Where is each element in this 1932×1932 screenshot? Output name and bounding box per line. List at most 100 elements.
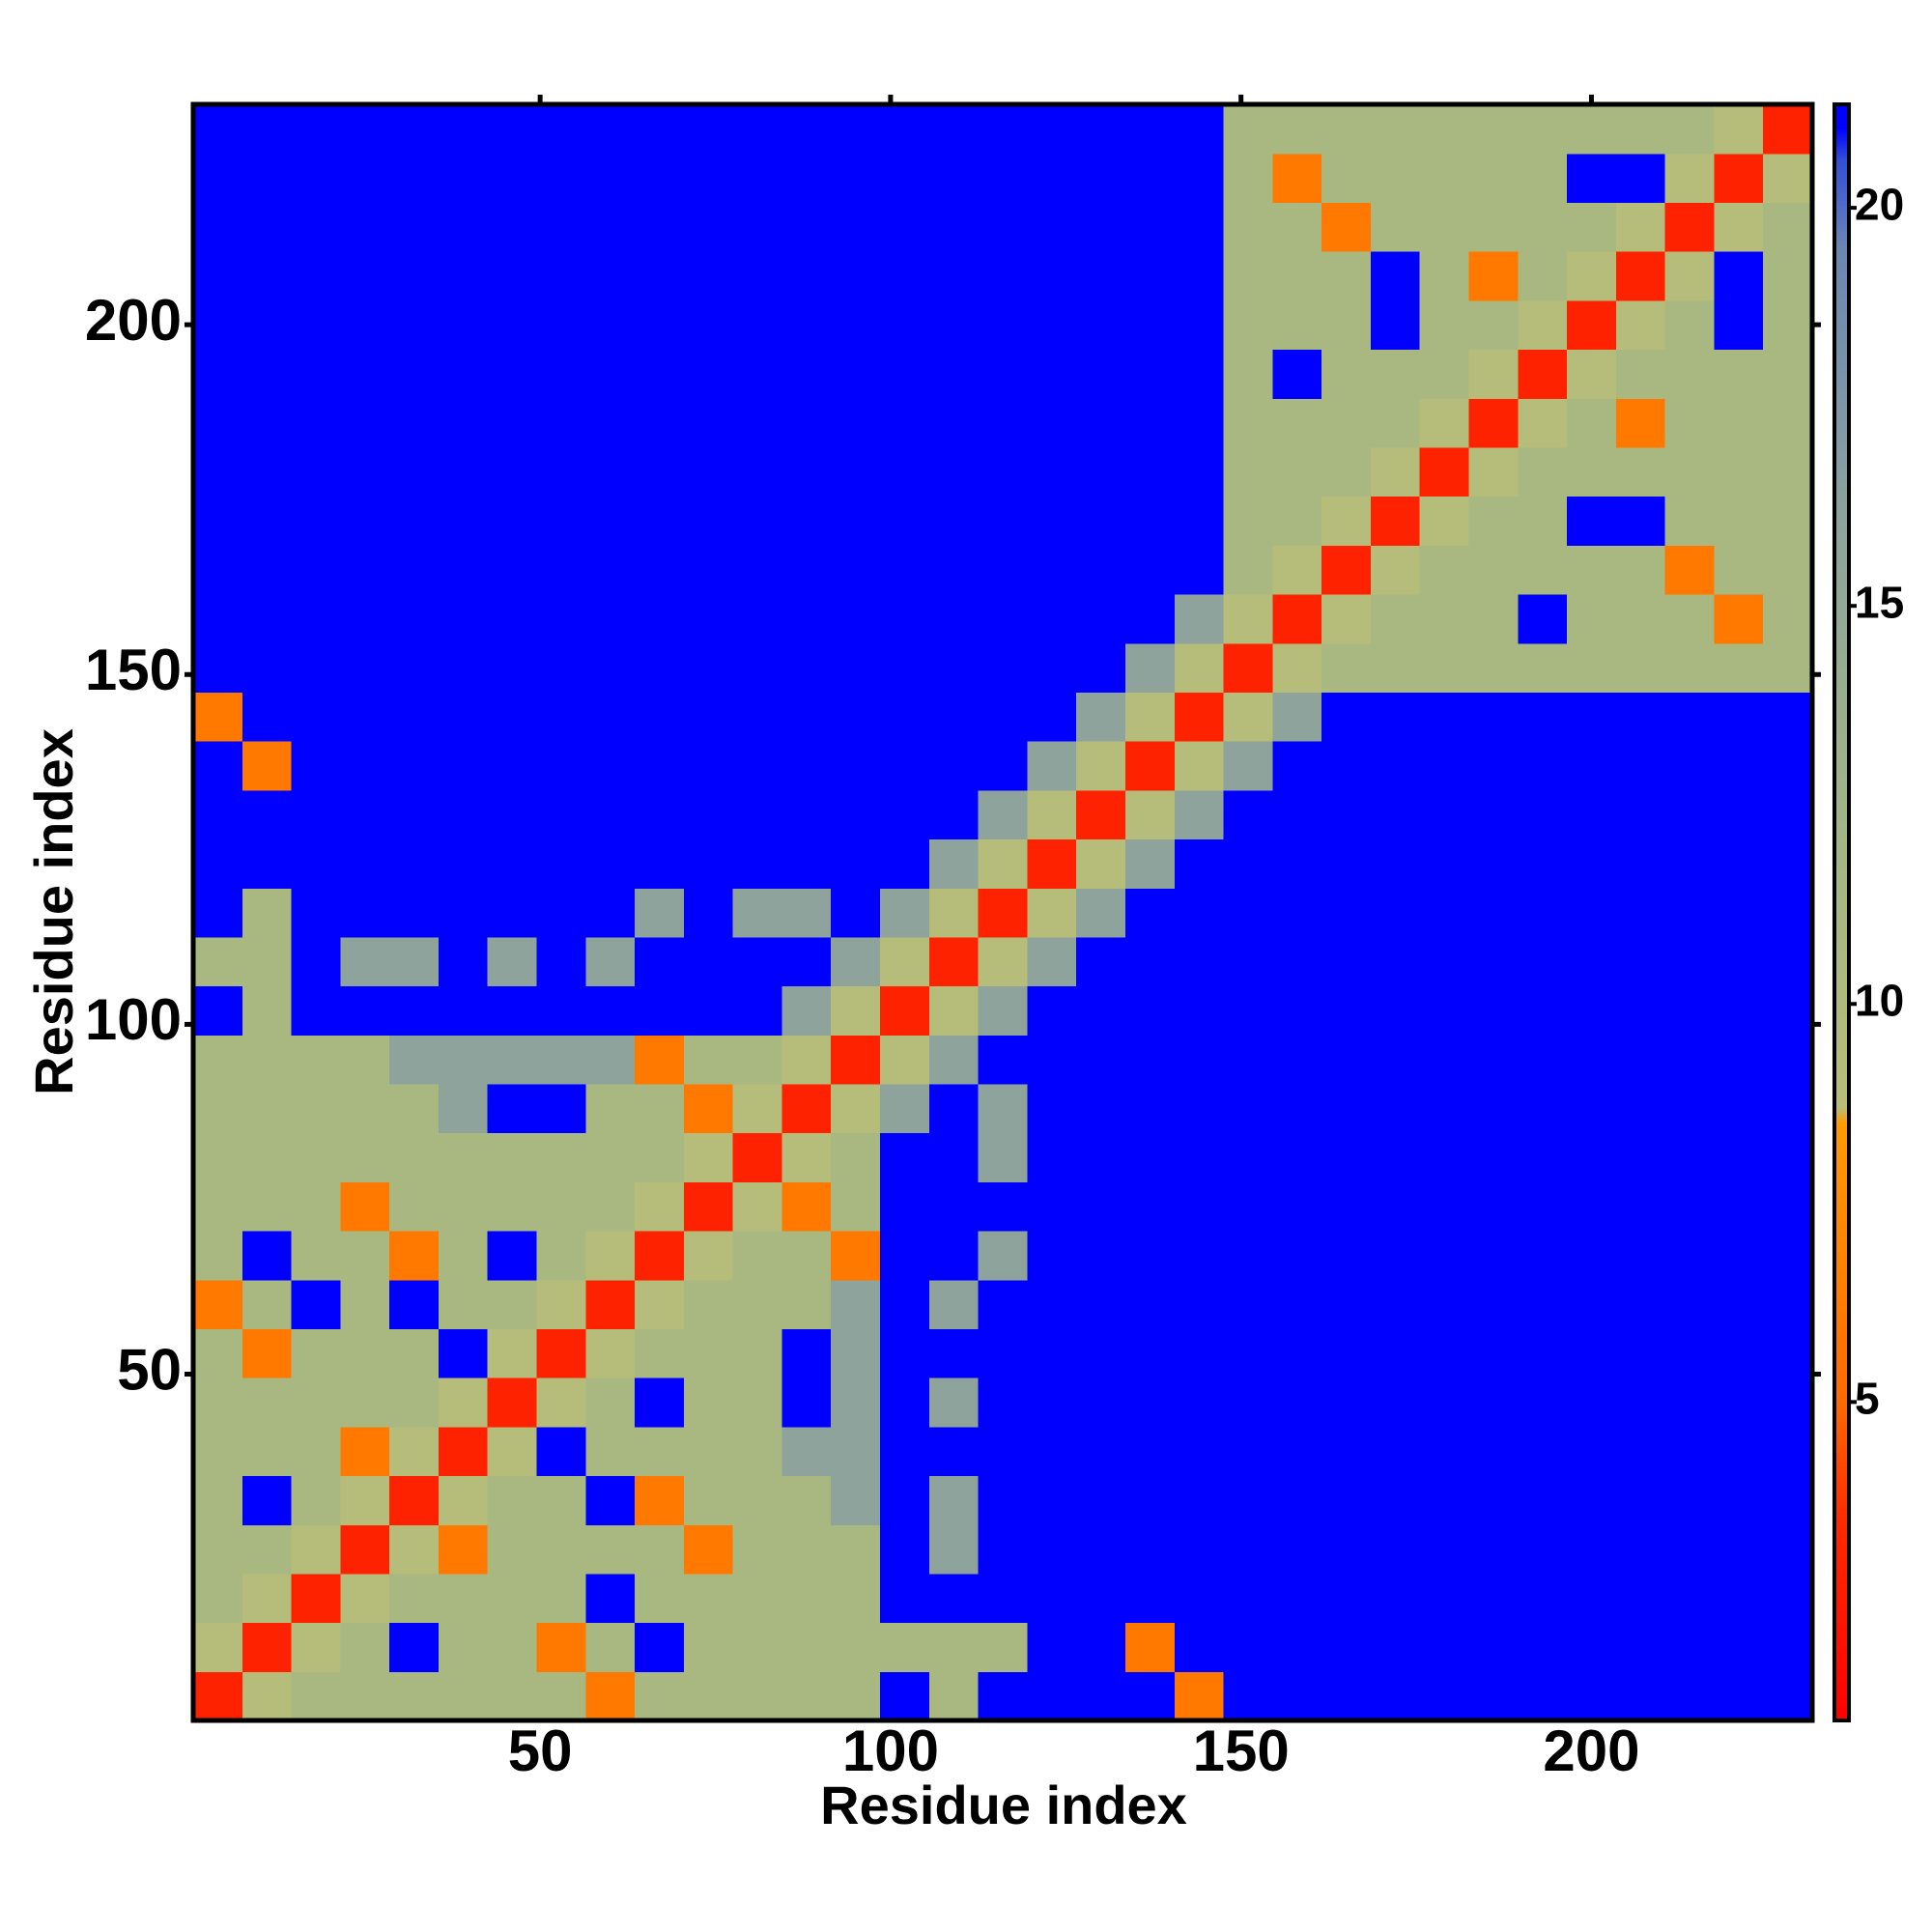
heatmap-cell	[193, 1671, 243, 1721]
heatmap-cell	[880, 104, 930, 155]
heatmap-cell	[1321, 692, 1372, 742]
heatmap-cell	[438, 936, 489, 987]
heatmap-cell	[1615, 446, 1666, 497]
heatmap-cell	[1076, 642, 1126, 693]
heatmap-cell	[732, 153, 783, 203]
heatmap-cell	[536, 1132, 586, 1182]
heatmap-cell	[1272, 741, 1322, 791]
heatmap-cell	[1419, 545, 1470, 595]
heatmap-cell	[928, 1524, 980, 1575]
heatmap-cell	[1124, 153, 1176, 203]
heatmap-cell	[732, 1181, 783, 1232]
heatmap-cell	[536, 1083, 586, 1134]
heatmap-cell	[1468, 1573, 1519, 1624]
heatmap-cell	[1174, 1181, 1225, 1232]
heatmap-cell	[487, 1475, 538, 1525]
heatmap-cell	[438, 642, 489, 693]
heatmap-cell	[1714, 1426, 1764, 1477]
heatmap-cell	[1714, 936, 1764, 987]
heatmap-cell	[1714, 1279, 1764, 1330]
heatmap-cell	[1272, 888, 1322, 938]
heatmap-cell	[732, 1573, 783, 1624]
heatmap-cell	[438, 545, 489, 595]
heatmap-cell	[340, 1279, 390, 1330]
heatmap-cell	[1518, 1328, 1568, 1378]
heatmap-cell	[1567, 1524, 1617, 1575]
heatmap-cell	[193, 1231, 243, 1281]
heatmap-cell	[928, 1035, 980, 1085]
heatmap-cell	[1468, 153, 1519, 203]
heatmap-cell	[928, 545, 980, 595]
heatmap-cell	[242, 1231, 293, 1281]
heatmap-cell	[1615, 936, 1666, 987]
heatmap-cell	[683, 153, 734, 203]
heatmap-cell	[1027, 1279, 1077, 1330]
heatmap-cell	[340, 398, 390, 448]
heatmap-cell	[880, 496, 930, 546]
heatmap-cell	[781, 349, 832, 399]
heatmap-cell	[928, 1671, 980, 1721]
heatmap-cell	[928, 1181, 980, 1232]
heatmap-cell	[1664, 593, 1716, 644]
heatmap-cell	[1763, 251, 1813, 301]
heatmap-cell	[1468, 1426, 1519, 1477]
heatmap-cell	[438, 1181, 489, 1232]
heatmap-cell	[928, 446, 980, 497]
heatmap-cell	[1615, 545, 1666, 595]
heatmap-cell	[1223, 1035, 1273, 1085]
heatmap-cell	[928, 1426, 980, 1477]
heatmap-cell	[1468, 545, 1519, 595]
heatmap-cell	[1124, 202, 1176, 252]
heatmap-cell	[536, 888, 586, 938]
heatmap-cell	[1272, 936, 1322, 987]
heatmap-cell	[438, 1524, 489, 1575]
heatmap-cell	[536, 496, 586, 546]
heatmap-cell	[1468, 251, 1519, 301]
heatmap-cell	[1419, 1132, 1470, 1182]
colorbar-tick-label: 20	[1855, 179, 1904, 229]
heatmap-cell	[1567, 1181, 1617, 1232]
heatmap-cell	[242, 1132, 293, 1182]
heatmap-cell	[1615, 642, 1666, 693]
heatmap-cell	[928, 398, 980, 448]
heatmap-cell	[1714, 985, 1764, 1036]
heatmap-cell	[1518, 1279, 1568, 1330]
heatmap-cell	[1664, 153, 1716, 203]
heatmap-cell	[1370, 1328, 1421, 1378]
heatmap-cell	[1027, 741, 1077, 791]
heatmap-cell	[389, 936, 440, 987]
heatmap-cell	[1714, 1035, 1764, 1085]
heatmap-cell	[1272, 789, 1322, 840]
heatmap-cell	[1174, 251, 1225, 301]
heatmap-cell	[340, 1573, 390, 1624]
heatmap-cell	[536, 104, 586, 155]
heatmap-cell	[635, 104, 685, 155]
heatmap-cell	[1419, 1181, 1470, 1232]
heatmap-cell	[1664, 1671, 1716, 1721]
heatmap-cell	[242, 838, 293, 889]
heatmap-cell	[1027, 349, 1077, 399]
heatmap-cell	[1714, 1573, 1764, 1624]
heatmap-cell	[585, 985, 636, 1036]
heatmap-cell	[340, 1181, 390, 1232]
heatmap-cell	[340, 642, 390, 693]
heatmap-cell	[1468, 1524, 1519, 1575]
heatmap-cell	[1567, 1035, 1617, 1085]
heatmap-cell	[389, 1328, 440, 1378]
heatmap-cell	[242, 446, 293, 497]
heatmap-cell	[1272, 1328, 1322, 1378]
heatmap-cell	[978, 1231, 1028, 1281]
heatmap-cell	[1076, 251, 1126, 301]
heatmap-cell	[1027, 1083, 1077, 1134]
heatmap-cell	[1615, 985, 1666, 1036]
heatmap-cell	[291, 1671, 341, 1721]
heatmap-cell	[781, 251, 832, 301]
heatmap-cell	[242, 1083, 293, 1134]
heatmap-cell	[193, 1279, 243, 1330]
heatmap-cell	[1419, 1622, 1470, 1672]
heatmap-cell	[635, 1573, 685, 1624]
heatmap-cell	[1567, 398, 1617, 448]
heatmap-cell	[1223, 202, 1273, 252]
heatmap-cell	[1664, 692, 1716, 742]
heatmap-cell	[978, 349, 1028, 399]
